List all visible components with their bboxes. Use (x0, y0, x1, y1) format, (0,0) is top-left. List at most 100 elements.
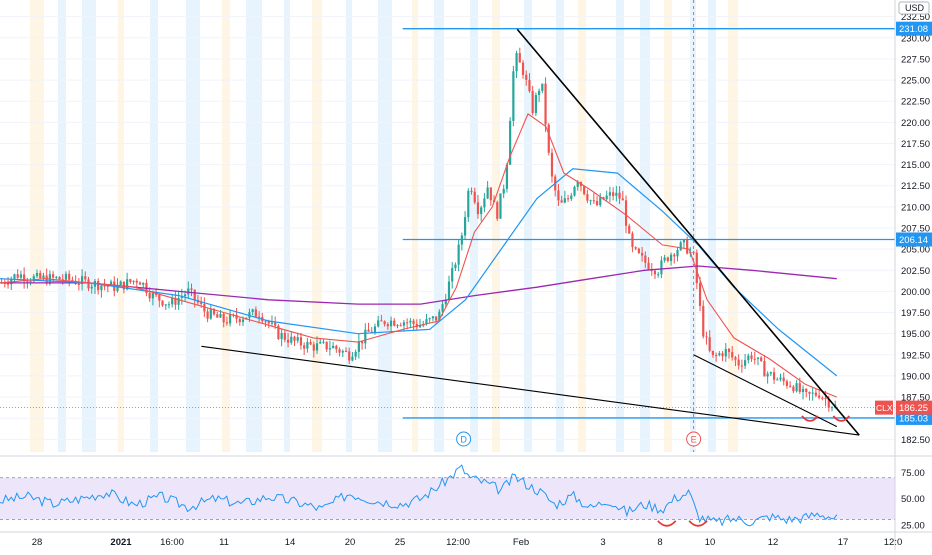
candle-body (267, 321, 270, 324)
candle-body (480, 207, 483, 215)
event-label: D (460, 435, 467, 445)
candle-body (55, 276, 58, 278)
level-price-tag (896, 21, 932, 36)
candle-body (393, 320, 396, 326)
time-tick-label: 17 (838, 537, 849, 548)
candle-body (753, 358, 756, 360)
candle-body (483, 198, 486, 208)
candle-body (402, 322, 406, 326)
time-tick-label: 16:00 (160, 537, 184, 548)
candle-body (573, 186, 576, 196)
candle-body (560, 200, 563, 203)
candle-body (58, 276, 61, 280)
candle-body (628, 225, 631, 234)
candle-body (177, 298, 180, 305)
candle-body (68, 273, 71, 280)
candle-body (547, 124, 550, 153)
candle-body (229, 314, 232, 324)
candle-body (322, 341, 325, 343)
low-arc-mark (801, 415, 819, 422)
candle-body (396, 325, 399, 327)
session-band (118, 0, 124, 452)
candle-body (351, 356, 354, 361)
candle-body (550, 152, 554, 177)
candles (0, 47, 837, 412)
candle-body (772, 372, 776, 380)
candle-body (673, 254, 676, 257)
time-tick-label: 14 (285, 537, 296, 548)
candle-body (389, 320, 393, 327)
candle-body (737, 359, 740, 366)
candle-body (151, 293, 154, 299)
candle-body (641, 253, 644, 256)
candle-body (467, 190, 470, 218)
candle-body (734, 357, 737, 360)
candle-body (634, 247, 637, 249)
grid (0, 16, 895, 440)
candle-body (219, 313, 222, 318)
candle-body (657, 274, 660, 276)
candle-body (505, 164, 509, 189)
candle-body (711, 350, 715, 356)
candle-body (383, 321, 386, 325)
candle-body (592, 200, 595, 202)
level-price-tag (896, 232, 932, 247)
candle-body (138, 282, 142, 285)
candle-body (457, 244, 460, 265)
time-tick-label: 25 (395, 537, 406, 548)
candle-body (521, 62, 525, 75)
price-tick-label: 195.00 (901, 329, 930, 340)
session-band (58, 0, 66, 452)
candle-body (200, 302, 203, 305)
candle-body (589, 200, 592, 202)
candle-body (84, 276, 87, 280)
candle-body (431, 316, 434, 319)
candle-body (608, 192, 612, 196)
candle-body (637, 248, 640, 254)
level-price-label: 185.03 (899, 413, 928, 424)
candle-body (148, 293, 151, 299)
ticker-label: CLX (876, 403, 893, 413)
candle-body (621, 198, 624, 201)
candle-body (566, 198, 570, 200)
candle-body (444, 299, 447, 305)
time-tick-label: 2021 (110, 537, 132, 548)
candle-body (769, 372, 772, 374)
candle-body (357, 341, 360, 352)
session-band (616, 0, 624, 452)
candle-body (747, 355, 750, 361)
candle-body (808, 391, 811, 394)
price-tick-label: 192.50 (901, 350, 930, 361)
candle-body (29, 281, 32, 283)
candle-body (428, 318, 431, 320)
candle-body (612, 192, 615, 196)
candle-body (531, 91, 534, 114)
candle-body (109, 281, 113, 287)
candle-body (399, 325, 402, 327)
candle-body (277, 325, 280, 340)
candle-body (312, 344, 315, 351)
candle-body (135, 280, 138, 283)
level-price-label: 231.08 (899, 24, 928, 35)
candle-body (763, 360, 766, 377)
candle-body (97, 280, 100, 291)
session-band (690, 0, 696, 452)
time-tick-label: 28 (32, 537, 43, 548)
price-tick-label: 212.50 (901, 181, 930, 192)
currency-box (898, 1, 930, 15)
wedge-upper-line (516, 28, 860, 436)
candle-body (328, 348, 332, 350)
time-tick-label: 8 (657, 537, 662, 548)
candle-body (126, 279, 129, 290)
candle-body (52, 274, 55, 278)
rsi-band (0, 477, 895, 520)
session-band (284, 0, 290, 452)
candle-body (618, 192, 621, 199)
candle-body (338, 349, 341, 353)
rsi-tick-label: 50.00 (901, 494, 925, 505)
candle-body (615, 192, 618, 196)
price-tick-label: 187.50 (901, 393, 930, 404)
candle-body (708, 337, 711, 351)
